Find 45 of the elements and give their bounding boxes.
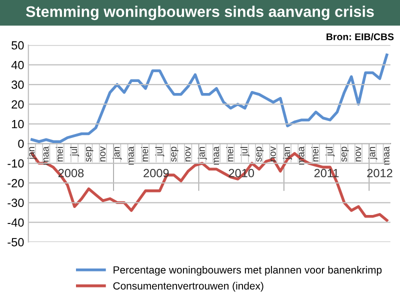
x-tick-label: maa (384, 146, 390, 165)
x-tick-label: jan (198, 146, 207, 160)
legend-label: Consumentenvertrouwen (index) (113, 282, 264, 292)
x-tick-label: mei (226, 147, 234, 162)
y-tick-label: 20 (12, 100, 24, 109)
y-tick-label: -40 (8, 218, 24, 227)
text: Bron: EIB/CBS (326, 33, 394, 40)
x-tick-label: maa (214, 146, 220, 165)
x-tick-label: jan (27, 146, 36, 160)
x-tick-label: jan (368, 146, 378, 160)
y-tick-label: 30 (12, 80, 24, 89)
x-tick-label: jul (326, 147, 335, 156)
annotation: 2008 (58, 168, 84, 178)
y-tick-label: 0 (18, 140, 24, 148)
x-tick-label: jan (112, 146, 122, 160)
x-tick-label: maa (128, 146, 134, 165)
y-tick-label: -50 (8, 238, 24, 246)
x-tick-label: nov (270, 146, 276, 162)
x-tick-label: sep (256, 146, 264, 162)
chart-title: Stemming woningbouwers sinds aanvang crisis (26, 6, 374, 20)
x-tick-label: nov (356, 146, 362, 162)
annotation: 2009 (144, 168, 169, 178)
y-tick-label: -20 (8, 178, 24, 188)
x-tick-label: mei (140, 147, 148, 162)
line-series (30, 54, 388, 143)
x-tick-label: jul (155, 147, 164, 156)
x-tick-label: mei (56, 147, 63, 162)
x-tick-label: maa (43, 146, 49, 165)
x-tick-label: nov (100, 146, 106, 162)
x-tick-label: jul (240, 147, 250, 156)
x-tick-label: sep (342, 146, 349, 162)
legend-label: Percentage woningbouwers met plannen voor banenkrimp (114, 266, 382, 276)
x-tick-label: mei (311, 147, 318, 162)
x-tick-label: jul (70, 147, 80, 156)
x-tick-label: sep (171, 146, 178, 162)
y-tick-label: 40 (11, 60, 24, 70)
y-tick-label: -30 (8, 198, 24, 208)
x-tick-label: jan (282, 146, 292, 160)
y-tick-label: 50 (12, 41, 24, 50)
y-tick-label: -10 (8, 159, 24, 168)
x-tick-label: sep (86, 146, 94, 162)
x-tick-label: maa (298, 146, 304, 165)
annotation: 2012 (367, 168, 392, 178)
y-tick-label: 10 (12, 120, 24, 128)
x-tick-label: nov (185, 146, 191, 162)
